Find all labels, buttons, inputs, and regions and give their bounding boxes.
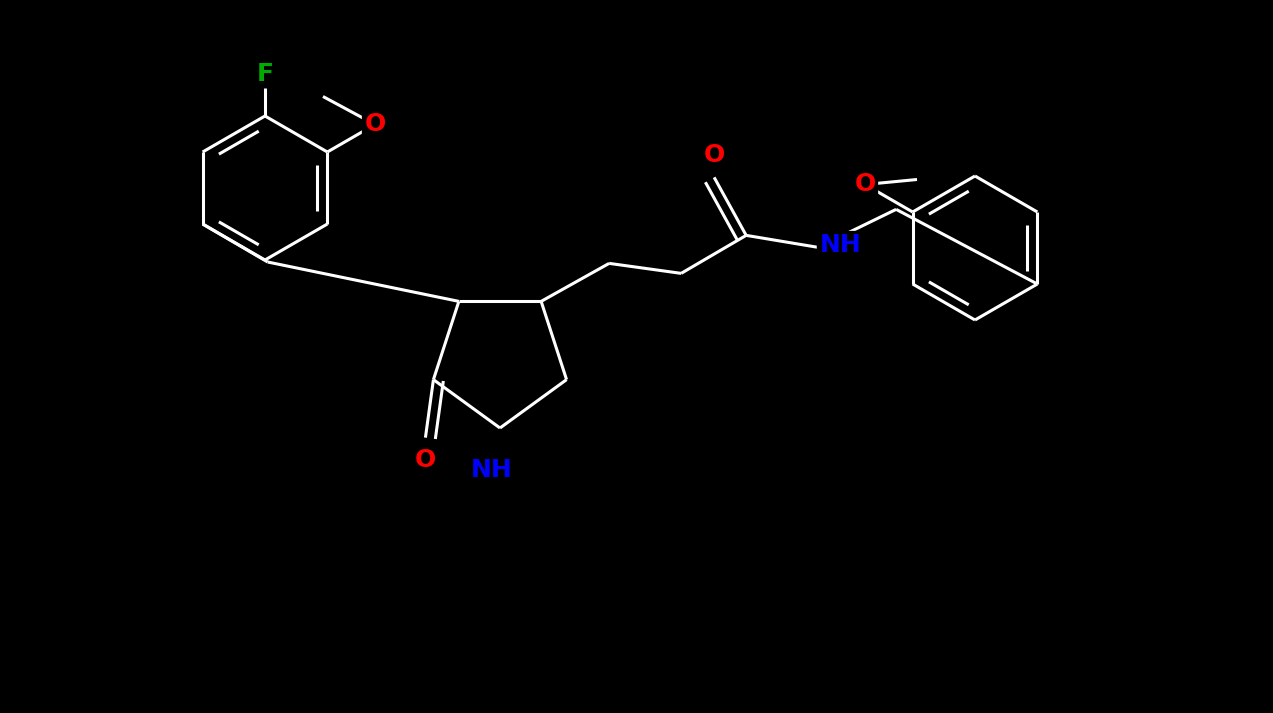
Text: O: O bbox=[364, 113, 386, 136]
Text: NH: NH bbox=[471, 458, 513, 482]
Text: O: O bbox=[415, 448, 437, 471]
Text: O: O bbox=[704, 143, 724, 168]
Text: O: O bbox=[854, 173, 876, 197]
Text: F: F bbox=[256, 62, 274, 86]
Text: NH: NH bbox=[820, 233, 861, 257]
